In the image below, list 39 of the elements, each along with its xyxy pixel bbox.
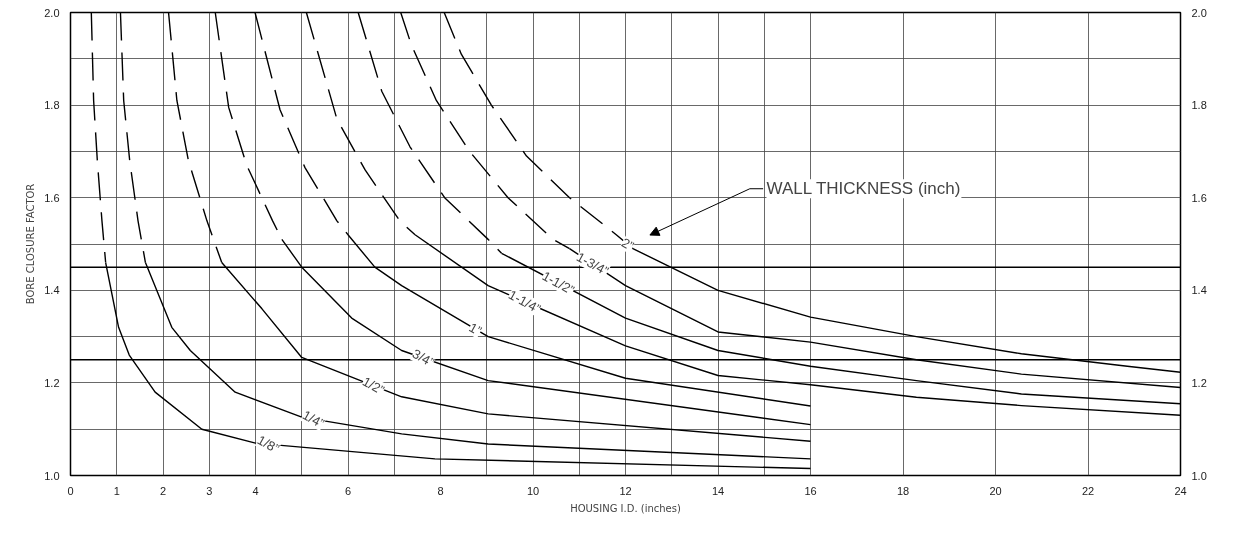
y-axis-title: BORE CLOSURE FACTOR — [25, 183, 37, 305]
x-tick-label: 6 — [344, 484, 352, 497]
y2-tick-label: 2.0 — [1191, 6, 1207, 19]
text: 1/8” — [254, 432, 282, 457]
x-tick-label: 18 — [896, 484, 910, 497]
text: 3/4” — [409, 346, 437, 370]
x-tick-label: 2 — [159, 484, 167, 497]
x-tick-label: 22 — [1081, 484, 1095, 497]
y-tick-label: 1.4 — [44, 284, 60, 297]
y-tick-label: 1.6 — [44, 191, 60, 204]
y2-tick-label: 1.8 — [1191, 99, 1207, 112]
y-tick-label: 1.2 — [44, 376, 60, 389]
x-tick-label: 14 — [711, 484, 725, 497]
x-tick-label: 1 — [113, 484, 120, 497]
x-tick-label: 24 — [1174, 484, 1187, 497]
y2-tick-label: 1.6 — [1191, 191, 1207, 204]
x-tick-label: 3 — [206, 484, 213, 497]
y-tick-label: 1.0 — [44, 469, 60, 482]
x-axis-title: HOUSING I.D. (inches) — [570, 502, 681, 514]
x-tick-label: 4 — [252, 484, 259, 497]
text: 1” — [466, 319, 484, 339]
y2-tick-label: 1.2 — [1191, 376, 1207, 389]
y2-tick-label: 1.0 — [1191, 469, 1207, 482]
text: 2” — [619, 234, 637, 254]
text: 1-1/2” — [539, 268, 577, 298]
x-tick-label: 0 — [67, 484, 74, 497]
y-tick-label: 2.0 — [44, 6, 60, 19]
x-tick-label: 10 — [526, 484, 540, 497]
text: 1/2” — [360, 373, 387, 398]
y-tick-label: 1.8 — [44, 99, 60, 112]
x-tick-label: 16 — [804, 484, 817, 497]
annotation: WALL THICKNESS (inch) — [766, 179, 961, 199]
y2-tick-label: 1.4 — [1191, 284, 1207, 297]
text: 1-3/4” — [574, 249, 612, 279]
text: 1-1/4” — [506, 286, 544, 317]
text: 1/4” — [299, 407, 327, 432]
x-tick-label: 12 — [619, 484, 632, 497]
x-tick-label: 20 — [989, 484, 1002, 497]
x-tick-label: 8 — [437, 484, 444, 497]
